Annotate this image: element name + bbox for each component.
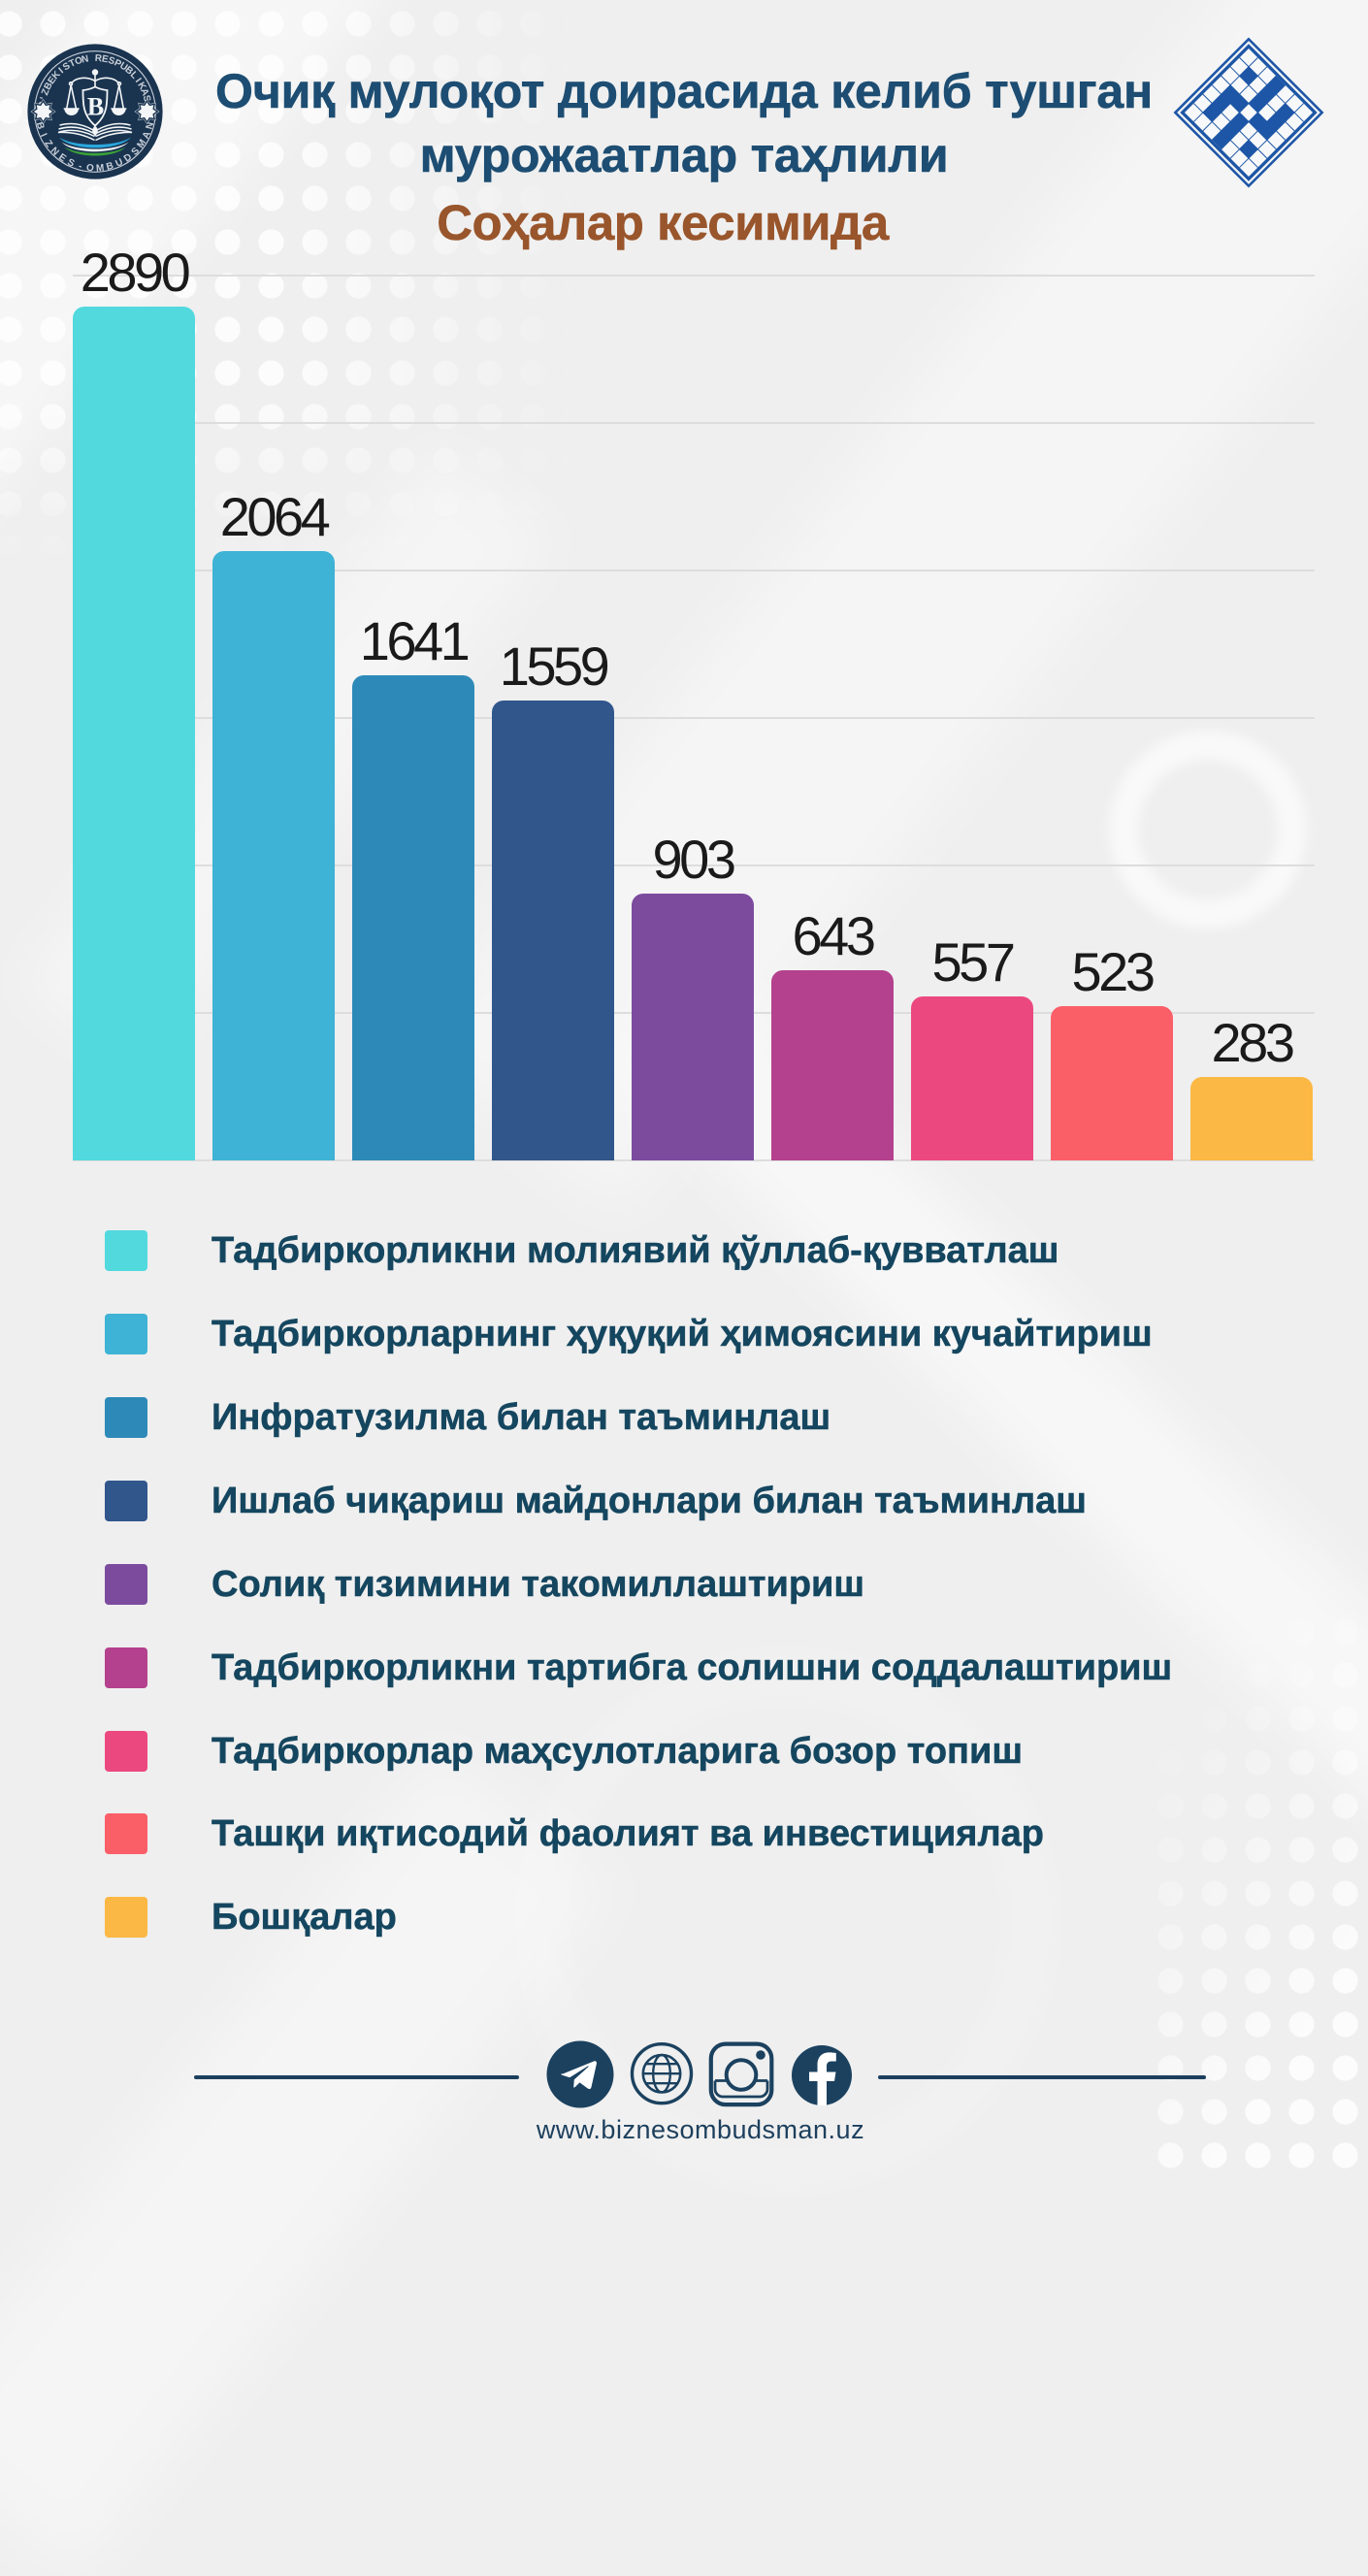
- svg-text:L: L: [128, 70, 140, 82]
- svg-text:‘: ‘: [39, 96, 49, 102]
- svg-text:N: N: [81, 53, 89, 65]
- svg-text:A: A: [141, 130, 153, 141]
- svg-text:S: S: [61, 60, 73, 73]
- svg-text:S: S: [107, 55, 116, 68]
- svg-text:I: I: [133, 77, 144, 85]
- svg-text:I: I: [57, 66, 66, 76]
- svg-text:N: N: [145, 121, 156, 131]
- svg-text:B: B: [43, 81, 55, 92]
- svg-text:O: O: [74, 55, 84, 68]
- svg-text:O: O: [85, 163, 94, 175]
- svg-text:E: E: [101, 53, 110, 65]
- svg-text:-: -: [78, 161, 83, 172]
- svg-text:U: U: [114, 157, 124, 170]
- svg-text:S: S: [66, 157, 77, 170]
- svg-text:B: B: [34, 121, 46, 131]
- svg-text:P: P: [113, 57, 123, 70]
- svg-text:B: B: [105, 161, 114, 174]
- svg-text:I: I: [38, 132, 49, 139]
- svg-text:A: A: [138, 87, 150, 98]
- svg-text:Z: Z: [40, 87, 51, 97]
- svg-text:R: R: [95, 53, 104, 64]
- svg-text:M: M: [96, 163, 105, 175]
- svg-text:Z: Z: [42, 139, 54, 149]
- svg-text:T: T: [68, 57, 78, 70]
- svg-text:S: S: [141, 94, 152, 103]
- svg-text:B: B: [87, 93, 104, 121]
